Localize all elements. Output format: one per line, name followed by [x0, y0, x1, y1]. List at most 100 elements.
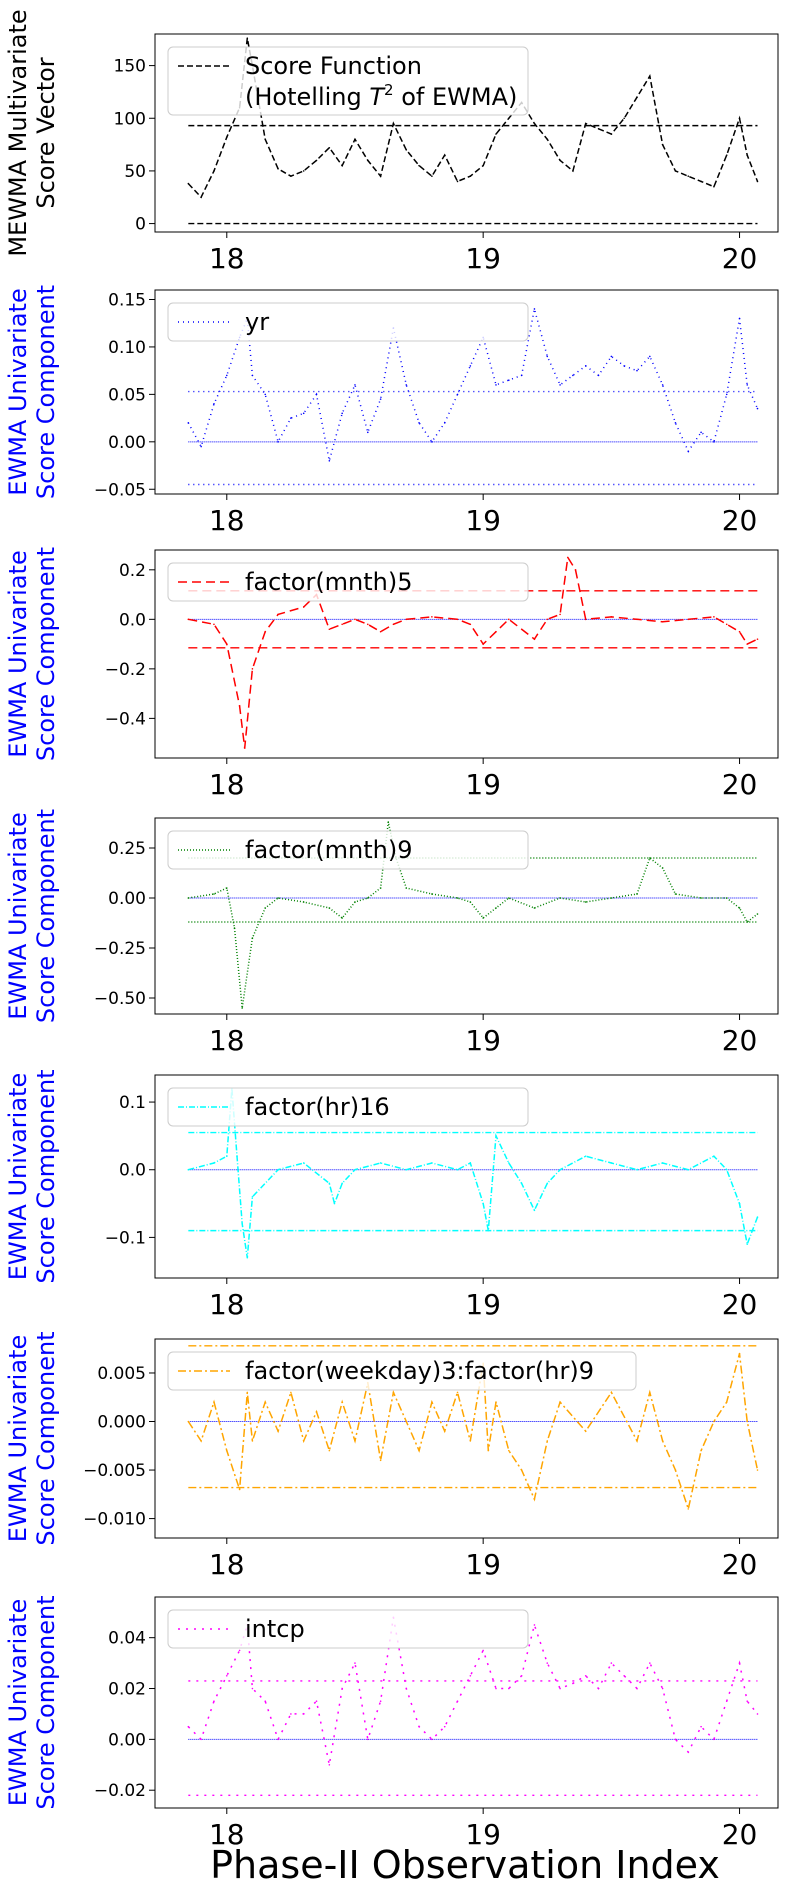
data-point	[546, 355, 549, 358]
data-point	[315, 393, 318, 396]
data-point	[559, 384, 561, 386]
data-point	[341, 164, 343, 167]
legend-label-part: of EWMA)	[394, 83, 518, 111]
data-point	[482, 1202, 484, 1205]
data-point	[610, 133, 613, 135]
data-point	[584, 365, 587, 367]
data-point	[354, 1168, 356, 1171]
axes-frame	[154, 1338, 779, 1539]
data-point	[572, 170, 574, 172]
data-point	[187, 422, 190, 424]
y-tick-label: 0.00	[108, 433, 146, 453]
data-point	[243, 747, 246, 749]
data-point	[584, 122, 587, 125]
data-point	[738, 117, 741, 120]
y-axis-label-line: Score Component	[32, 547, 60, 761]
data-point	[610, 355, 613, 358]
data-point	[713, 1738, 715, 1741]
data-point	[687, 1508, 690, 1510]
data-point	[469, 1440, 472, 1442]
data-point	[302, 1162, 305, 1164]
y-axis-label: MEWMA MultivariateScore Vector	[4, 9, 60, 256]
data-point	[405, 1168, 408, 1171]
legend-label: intcp	[245, 1615, 305, 1643]
data-point	[674, 1738, 677, 1741]
data-point	[508, 1162, 510, 1164]
y-tick-label: 0.2	[119, 561, 146, 581]
y-tick-label: 150	[114, 57, 146, 77]
data-point	[572, 1682, 574, 1685]
data-point	[213, 403, 215, 405]
data-point	[379, 1700, 382, 1703]
data-point	[290, 1713, 292, 1715]
data-point	[533, 122, 536, 125]
data-point	[649, 75, 651, 77]
data-point	[649, 355, 651, 358]
data-point	[674, 422, 677, 424]
data-point	[572, 374, 574, 377]
data-point	[469, 1162, 472, 1164]
data-point	[354, 1662, 356, 1664]
data-point	[700, 1449, 702, 1452]
data-point	[546, 1440, 549, 1442]
y-tick-label: −0.25	[94, 939, 146, 959]
data-point	[187, 1725, 190, 1728]
data-point	[649, 1662, 651, 1664]
data-point	[738, 317, 741, 320]
legend-box	[167, 830, 529, 870]
data-point	[559, 159, 561, 162]
data-point	[456, 618, 459, 621]
data-point	[302, 1713, 305, 1715]
data-point	[738, 1662, 741, 1664]
data-point	[328, 1182, 331, 1185]
data-point	[405, 1687, 408, 1690]
data-point	[456, 897, 459, 899]
data-point	[328, 1449, 331, 1452]
data-point	[290, 1391, 292, 1394]
data-point	[756, 1469, 759, 1471]
legend-label-superscript: 2	[384, 81, 394, 99]
data-point	[584, 618, 587, 621]
data-point	[674, 893, 677, 895]
data-point	[546, 138, 549, 141]
data-point	[469, 175, 472, 177]
data-point	[469, 1675, 472, 1677]
data-point	[738, 907, 741, 909]
data-point	[559, 1168, 561, 1171]
data-point	[354, 618, 356, 621]
data-point	[756, 913, 759, 915]
x-tick-label: 20	[722, 504, 758, 537]
y-tick-label: 0.000	[97, 1413, 146, 1433]
x-tick-label: 18	[209, 1288, 245, 1321]
data-point	[746, 384, 749, 386]
data-point	[574, 569, 577, 571]
data-point	[482, 1649, 484, 1652]
data-point	[366, 1738, 369, 1741]
y-axis-label: EWMA UnivariateScore Component	[4, 1331, 60, 1545]
data-point	[354, 1440, 356, 1442]
data-point	[431, 1401, 433, 1403]
y-tick-label: 0.04	[108, 1629, 146, 1649]
data-point	[610, 616, 613, 618]
data-point	[213, 1401, 215, 1403]
x-tick-label: 19	[465, 1024, 501, 1057]
data-point	[533, 1209, 536, 1212]
panel-7: 18 19 20 −0.02 0.00 0.02 0.04 EWMA UnivariateSc…	[4, 1595, 779, 1851]
data-point	[725, 393, 728, 396]
data-point	[533, 907, 536, 909]
data-point	[456, 393, 459, 396]
data-point	[238, 1488, 241, 1491]
data-point	[264, 907, 267, 909]
data-point	[713, 1420, 715, 1423]
data-point	[246, 1391, 249, 1394]
data-point	[302, 901, 305, 903]
data-point	[418, 1725, 420, 1728]
y-tick-label: 0.05	[108, 385, 146, 405]
legend-label: factor(mnth)9	[245, 836, 413, 864]
data-point	[236, 1155, 238, 1157]
data-point	[738, 1202, 741, 1205]
data-point	[405, 618, 408, 621]
data-point	[610, 1662, 613, 1664]
data-point	[566, 556, 569, 559]
x-tick-label: 19	[465, 768, 501, 801]
